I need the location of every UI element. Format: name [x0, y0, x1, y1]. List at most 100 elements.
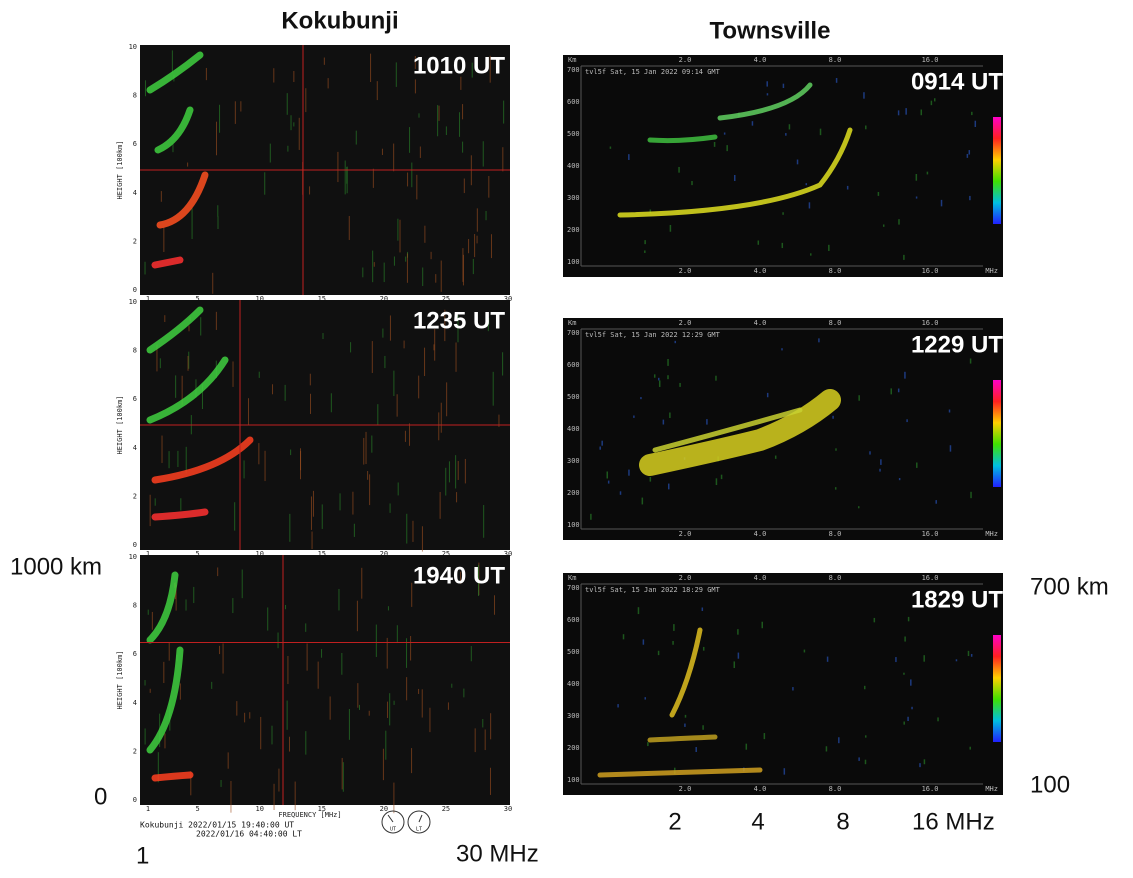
x-tick-label: 30 [504, 550, 512, 558]
noise [819, 128, 822, 136]
x-tick-label: 8.0 [829, 574, 842, 582]
noise [877, 191, 880, 196]
noise [628, 469, 630, 476]
annotation: 1000 km [10, 553, 102, 580]
y-tick-label: 500 [567, 130, 580, 138]
noise [619, 491, 622, 495]
noise [781, 242, 784, 249]
left-title: Kokubunji [281, 7, 398, 34]
x-tick-label: 16.0 [922, 267, 939, 275]
time-label: 1940 UT [413, 562, 505, 589]
noise [695, 747, 697, 753]
noise [826, 656, 829, 662]
noise [858, 757, 860, 761]
x-tick-label: 16.0 [922, 785, 939, 793]
noise [702, 646, 705, 651]
noise [774, 455, 777, 459]
echo-trace [647, 134, 718, 144]
noise [835, 78, 838, 83]
noise [678, 166, 680, 173]
noise [920, 109, 923, 116]
y-tick-label: 100 [567, 258, 580, 266]
noise [667, 359, 669, 366]
noise [904, 636, 906, 642]
x-tick-label: 1 [146, 550, 150, 558]
noise [637, 607, 640, 615]
panel-header: tvl5f Sat, 15 Jan 2022 18:29 GMT [585, 586, 721, 594]
noise [641, 497, 644, 505]
noise [967, 650, 970, 657]
y-tick-label: 300 [567, 712, 580, 720]
x-tick-label: 8.0 [829, 56, 842, 64]
noise [723, 132, 726, 135]
noise [863, 685, 866, 690]
x-tick-label: 10 [256, 295, 264, 303]
x-tick-label: 4.0 [754, 785, 767, 793]
x-tick-label: 5 [196, 805, 200, 813]
x-tick-label: 15 [318, 805, 326, 813]
x-tick-label: 2.0 [679, 319, 692, 327]
noise [970, 653, 973, 657]
noise [726, 145, 728, 152]
noise [647, 742, 649, 747]
noise [672, 641, 674, 645]
noise [858, 506, 860, 509]
noise [668, 483, 670, 490]
echo-trace [151, 256, 184, 269]
noise [910, 679, 912, 686]
noise [873, 617, 876, 623]
annotation: 30 MHz [456, 840, 539, 867]
noise [684, 714, 687, 718]
x-tick-label: 15 [318, 295, 326, 303]
y-tick-label: 10 [129, 298, 137, 306]
right-title: Townsville [710, 17, 831, 44]
x-tick-label: 15 [318, 550, 326, 558]
noise [933, 98, 936, 102]
noise [923, 655, 925, 662]
x-tick-label: 5 [196, 550, 200, 558]
noise [869, 451, 871, 455]
noise [923, 759, 926, 765]
noise [628, 154, 630, 160]
noise [880, 459, 882, 465]
noise [733, 661, 736, 669]
x-tick-label: 20 [380, 805, 388, 813]
x-tick-label: 20 [380, 550, 388, 558]
y-tick-label: 8 [133, 92, 137, 100]
dial [407, 810, 431, 834]
y-tick-label: 600 [567, 616, 580, 624]
y-tick-label: 200 [567, 744, 580, 752]
noise [895, 657, 897, 663]
ionogram [563, 573, 1003, 795]
noise [937, 717, 939, 722]
noise [788, 124, 791, 130]
x-tick-label: 4.0 [754, 267, 767, 275]
noise [644, 240, 646, 245]
x-tick-label: 30 [504, 805, 512, 813]
annotation: 100 [1030, 771, 1070, 798]
x-tick-label: 8.0 [829, 267, 842, 275]
x-tick-label: 16.0 [922, 319, 939, 327]
x-tick-label: 8.0 [829, 319, 842, 327]
x-tick-label: 10 [256, 550, 264, 558]
echo-trace [652, 407, 803, 453]
footer: 2022/01/16 04:40:00 LT [196, 830, 302, 839]
noise [590, 513, 592, 520]
noise [898, 219, 900, 225]
y-tick-label: 300 [567, 457, 580, 465]
noise [968, 150, 971, 155]
dial-hand [418, 814, 423, 823]
noise [751, 121, 754, 126]
y-tick-label: 100 [567, 776, 580, 784]
axis-unit: MHz [985, 530, 998, 538]
panel-header: tvl5f Sat, 15 Jan 2022 09:14 GMT [585, 68, 721, 76]
annotation: 2 [668, 808, 681, 835]
noise [810, 253, 812, 256]
y-tick-label: 100 [567, 521, 580, 529]
noise [879, 468, 881, 472]
noise [691, 180, 693, 186]
noise [706, 419, 708, 425]
noise [601, 440, 603, 446]
x-tick-label: 4.0 [754, 530, 767, 538]
